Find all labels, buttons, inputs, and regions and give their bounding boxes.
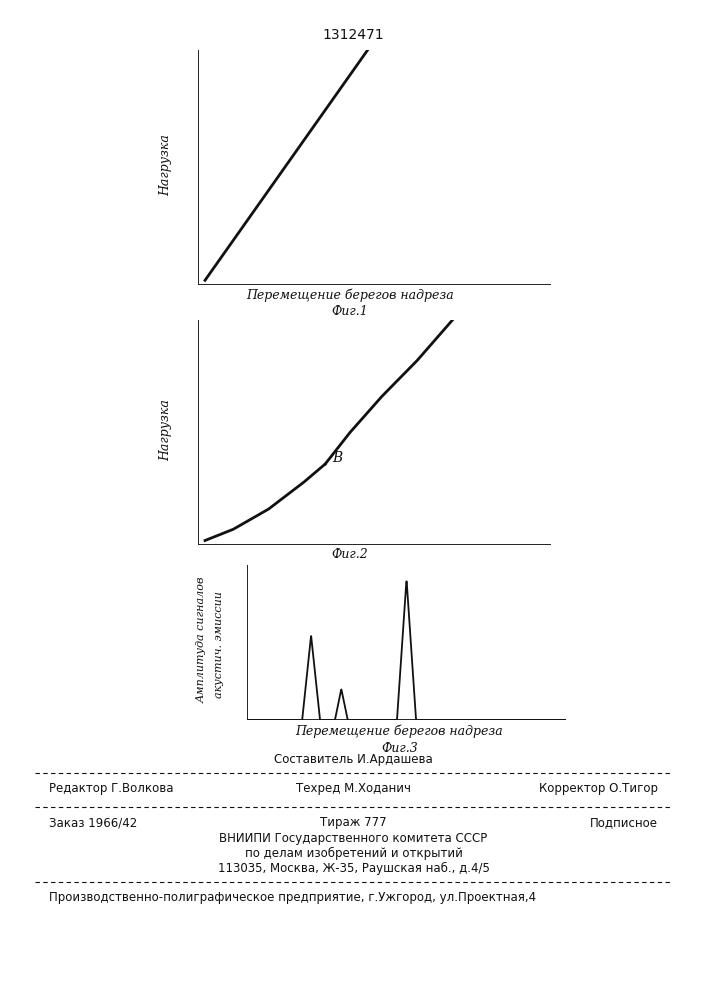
Text: акустич. эмиссии: акустич. эмиссии [214,592,224,698]
Text: Подписное: Подписное [590,816,658,829]
Text: Фиг.3: Фиг.3 [381,742,418,755]
Text: по делам изобретений и открытий: по делам изобретений и открытий [245,847,462,860]
Text: 113035, Москва, Ж-35, Раушская наб., д.4/5: 113035, Москва, Ж-35, Раушская наб., д.4… [218,862,489,875]
Text: В: В [332,451,342,465]
Text: Техред М.Ходанич: Техред М.Ходанич [296,782,411,795]
Text: Производственно-полиграфическое предприятие, г.Ужгород, ул.Проектная,4: Производственно-полиграфическое предприя… [49,891,537,904]
Text: Фиг.2: Фиг.2 [332,548,368,561]
Text: Нагрузка: Нагрузка [160,134,173,196]
Text: Нагрузка: Нагрузка [160,399,173,461]
Text: Заказ 1966/42: Заказ 1966/42 [49,816,138,829]
Text: Амплитуда сигналов: Амплитуда сигналов [197,577,206,703]
Text: Корректор О.Тигор: Корректор О.Тигор [539,782,658,795]
Text: Фиг.1: Фиг.1 [332,305,368,318]
Text: ВНИИПИ Государственного комитета СССР: ВНИИПИ Государственного комитета СССР [219,832,488,845]
Text: Составитель И.Ардашева: Составитель И.Ардашева [274,753,433,766]
Text: Тираж 777: Тираж 777 [320,816,387,829]
Text: 1312471: 1312471 [322,28,385,42]
Text: Редактор Г.Волкова: Редактор Г.Волкова [49,782,174,795]
Text: Перемещение берегов надреза: Перемещение берегов надреза [246,288,454,302]
Text: Перемещение берегов надреза: Перемещение берегов надреза [296,724,503,738]
